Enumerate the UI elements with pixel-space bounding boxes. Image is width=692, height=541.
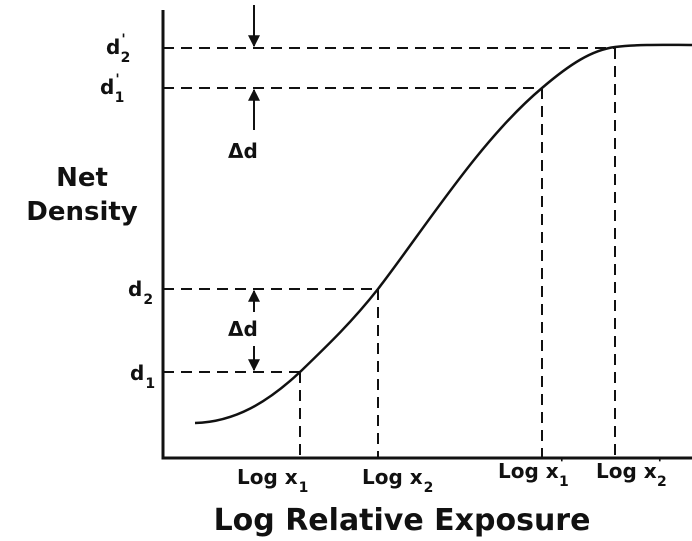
label-sub: 1	[145, 376, 155, 392]
label-main: d	[130, 361, 144, 385]
label-sub: 2	[424, 480, 434, 496]
y-label: d1	[130, 361, 155, 392]
y-label: d' 2	[106, 32, 130, 66]
annotation: Δd	[228, 317, 258, 341]
x-label: Log x1	[237, 465, 308, 496]
label-main: d	[106, 35, 120, 59]
label-sub: 2	[657, 474, 667, 490]
label-prime: '	[658, 456, 662, 472]
guide-lines	[163, 47, 616, 458]
label-sub: 1	[299, 480, 309, 496]
label-main: Log x	[237, 465, 298, 489]
x-label: Log x' 2	[596, 456, 667, 490]
label-prime: '	[560, 456, 564, 472]
label-main: Log x	[362, 465, 423, 489]
label-sub: 2	[121, 50, 131, 66]
curve	[194, 43, 692, 425]
x-axis-title: Log Relative Exposure	[214, 503, 591, 538]
y-label: d2	[128, 277, 153, 308]
label-main: Log x	[498, 459, 559, 483]
y-axis-title: Density	[26, 197, 138, 227]
x-label: Log x2	[362, 465, 433, 496]
label-sub: 1	[115, 90, 125, 106]
label-sub: 2	[143, 292, 153, 308]
label-prime: '	[115, 72, 119, 88]
label-main: d	[100, 75, 114, 99]
label-main: d	[128, 277, 142, 301]
x-label: Log x' 1	[498, 456, 569, 490]
label-main: Log x	[596, 459, 657, 483]
y-axis-title: Net	[56, 163, 108, 193]
label-prime: '	[121, 32, 125, 48]
axes	[161, 10, 692, 460]
label-sub: 1	[559, 474, 569, 490]
annotation: Δd	[228, 139, 258, 163]
y-label: d' 1	[100, 72, 124, 106]
